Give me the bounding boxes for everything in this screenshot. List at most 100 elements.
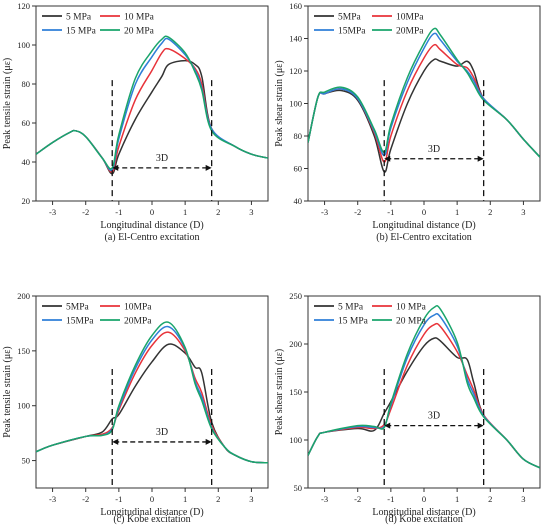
chart-panel-2: -3 -2 -1 0 1 2 3 40 60 80 100 120 140 160 Longitudinal… <box>274 1 541 243</box>
legend-label: 5 MPa <box>338 303 364 313</box>
panel-caption: (a) El-Centro excitation <box>105 232 200 243</box>
x-axis-label: Longitudinal distance (D) <box>372 507 475 518</box>
x-tick-label: 1 <box>183 207 187 217</box>
x-tick-label: -1 <box>115 207 122 217</box>
chart-panel-1: -3 -2 -1 0 1 2 3 20 40 60 80 100 120 Longitudinal dis… <box>2 1 269 243</box>
x-tick-label: -2 <box>82 494 89 504</box>
panel-caption: (d) Kobe excitation <box>385 514 463 525</box>
span-annotation-label: 3D <box>156 153 168 164</box>
panel-caption: (b) El-Centro excitation <box>376 232 472 243</box>
y-tick-label: 150 <box>17 346 30 356</box>
x-tick-label: -2 <box>354 494 361 504</box>
x-tick-label: 3 <box>521 494 525 504</box>
series-group <box>308 27 540 173</box>
series-line-3 <box>308 32 540 158</box>
series-group <box>36 321 268 464</box>
x-tick-label: 0 <box>150 207 154 217</box>
x-axis-label: Longitudinal distance (D) <box>100 507 203 518</box>
legend-label: 15MPa <box>338 27 366 37</box>
x-tick-label: 3 <box>521 207 525 217</box>
x-tick-label: 2 <box>488 494 492 504</box>
y-tick-label: 160 <box>289 1 302 11</box>
series-line-2 <box>36 331 268 464</box>
x-tick-label: -1 <box>387 494 394 504</box>
legend-label: 15 MPa <box>66 27 97 37</box>
x-tick-label: -2 <box>354 207 361 217</box>
legend-label: 15 MPa <box>338 317 369 327</box>
span-arrow-head-right <box>205 164 212 171</box>
x-tick-label: 0 <box>150 494 154 504</box>
series-line-1 <box>308 337 540 469</box>
panel-caption: (c) Kobe excitation <box>113 514 190 525</box>
x-tick-label: 2 <box>216 494 220 504</box>
y-tick-label: 50 <box>22 456 31 466</box>
x-tick-label: 2 <box>488 207 492 217</box>
x-axis-label: Longitudinal distance (D) <box>100 220 203 231</box>
chart-panel-4: -3 -2 -1 0 1 2 3 50 100 150 200 250 Longitudinal dis… <box>274 291 541 525</box>
y-tick-label: 80 <box>294 131 303 141</box>
x-tick-label: 2 <box>216 207 220 217</box>
series-line-3 <box>36 325 268 464</box>
y-tick-label: 250 <box>289 291 302 301</box>
legend-label: 15MPa <box>66 317 94 327</box>
y-tick-label: 100 <box>289 435 302 445</box>
span-arrow-head-left <box>384 422 391 429</box>
x-tick-label: -1 <box>387 207 394 217</box>
span-annotation-label: 3D <box>428 144 440 155</box>
span-arrow-head-left <box>112 164 119 171</box>
y-tick-label: 140 <box>289 34 302 44</box>
y-tick-label: 200 <box>289 339 302 349</box>
legend-label: 20MPa <box>396 27 424 37</box>
legend-label: 5 MPa <box>66 13 92 23</box>
y-tick-label: 200 <box>17 291 30 301</box>
x-tick-label: 0 <box>422 207 426 217</box>
y-tick-label: 40 <box>22 157 31 167</box>
x-tick-label: -3 <box>321 494 328 504</box>
legend-label: 20MPa <box>124 317 152 327</box>
x-tick-label: -3 <box>321 207 328 217</box>
legend-label: 10 MPa <box>124 13 155 23</box>
x-tick-label: 0 <box>422 494 426 504</box>
series-line-1 <box>36 59 268 175</box>
legend-label: 20 MPa <box>124 27 155 37</box>
y-tick-label: 20 <box>22 196 31 206</box>
x-axis-label: Longitudinal distance (D) <box>372 220 475 231</box>
span-annotation-label: 3D <box>156 427 168 438</box>
x-tick-label: 1 <box>183 494 187 504</box>
y-tick-label: 60 <box>22 118 31 128</box>
y-tick-label: 60 <box>294 164 303 174</box>
x-tick-label: 3 <box>249 207 253 217</box>
y-tick-label: 100 <box>17 40 30 50</box>
legend-label: 5MPa <box>66 303 89 313</box>
series-line-2 <box>36 47 268 173</box>
y-tick-label: 100 <box>17 401 30 411</box>
chart-panel-3: -3 -2 -1 0 1 2 3 50 100 150 200 Longitudinal distan… <box>2 291 269 525</box>
y-axis-label: Peak shear strain (με) <box>274 60 285 146</box>
y-tick-label: 120 <box>17 1 30 11</box>
x-tick-label: 1 <box>455 494 459 504</box>
legend-label: 5MPa <box>338 13 361 23</box>
series-line-3 <box>308 313 540 469</box>
x-tick-label: 1 <box>455 207 459 217</box>
legend-label: 10MPa <box>396 13 424 23</box>
legend-label: 20 MPa <box>396 317 427 327</box>
series-line-2 <box>308 43 540 163</box>
x-tick-label: -3 <box>49 207 56 217</box>
series-line-3 <box>36 37 268 172</box>
series-line-1 <box>36 343 268 464</box>
span-arrow-head-left <box>384 155 391 162</box>
x-tick-label: -3 <box>49 494 56 504</box>
y-tick-label: 40 <box>294 196 303 206</box>
series-line-1 <box>308 58 540 173</box>
x-tick-label: -2 <box>82 207 89 217</box>
y-tick-label: 150 <box>289 387 302 397</box>
y-axis-label: Peak tensile strain (με) <box>2 58 13 149</box>
series-group <box>36 35 268 175</box>
legend-label: 10 MPa <box>396 303 427 313</box>
y-tick-label: 100 <box>289 99 302 109</box>
span-annotation-label: 3D <box>428 411 440 422</box>
y-axis-label: Peak shear strain (με) <box>274 349 285 435</box>
span-arrow-head-left <box>112 438 119 445</box>
span-arrow-head-right <box>477 422 484 429</box>
